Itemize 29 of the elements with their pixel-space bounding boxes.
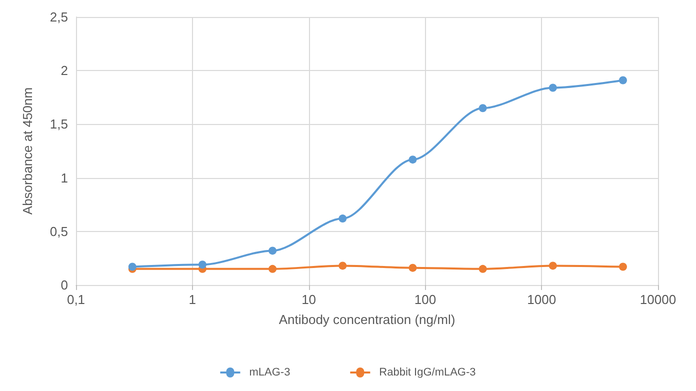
y-tick-label: 0	[60, 278, 68, 292]
y-axis-title: Absorbance at 450nm	[20, 87, 35, 215]
x-tick-label: 10	[302, 292, 316, 307]
point	[618, 262, 627, 271]
point	[338, 262, 347, 270]
y-tick-label: 2	[60, 63, 68, 78]
x-tick-label: 100	[414, 292, 436, 307]
legend-label: mLAG-3	[249, 366, 290, 378]
x-tick-label: 1	[188, 292, 196, 307]
legend-label: Rabbit IgG/mLAG-3	[379, 366, 476, 378]
point	[268, 246, 277, 255]
y-tick-label: 0,5	[50, 224, 68, 239]
x-tick-label: 10000	[640, 292, 676, 307]
point	[618, 76, 627, 84]
point	[548, 84, 557, 92]
x-tick-label: 0,1	[66, 292, 86, 307]
point	[268, 264, 277, 273]
point	[408, 156, 417, 164]
y-tick-label: 1,5	[50, 116, 68, 132]
y-tick-label: 1	[60, 170, 68, 186]
point	[408, 264, 417, 272]
point	[478, 264, 487, 273]
point	[548, 262, 557, 270]
x-tick-label: 1000	[527, 292, 556, 307]
point	[338, 214, 347, 223]
point	[478, 104, 487, 112]
point	[198, 260, 206, 269]
y-tick-label: 2,5	[50, 10, 68, 24]
x-axis-title: Antibody concentration (ng/ml)	[278, 312, 456, 327]
